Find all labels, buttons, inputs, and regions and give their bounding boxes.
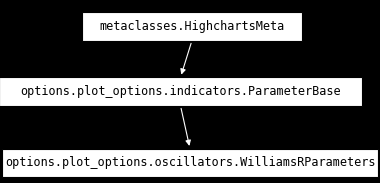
FancyBboxPatch shape — [82, 12, 302, 41]
Text: metaclasses.HighchartsMeta: metaclasses.HighchartsMeta — [99, 20, 285, 33]
FancyBboxPatch shape — [2, 149, 378, 177]
Text: options.plot_options.oscillators.WilliamsRParameters: options.plot_options.oscillators.William… — [5, 156, 375, 169]
FancyBboxPatch shape — [0, 77, 362, 106]
Text: options.plot_options.indicators.ParameterBase: options.plot_options.indicators.Paramete… — [20, 85, 341, 98]
